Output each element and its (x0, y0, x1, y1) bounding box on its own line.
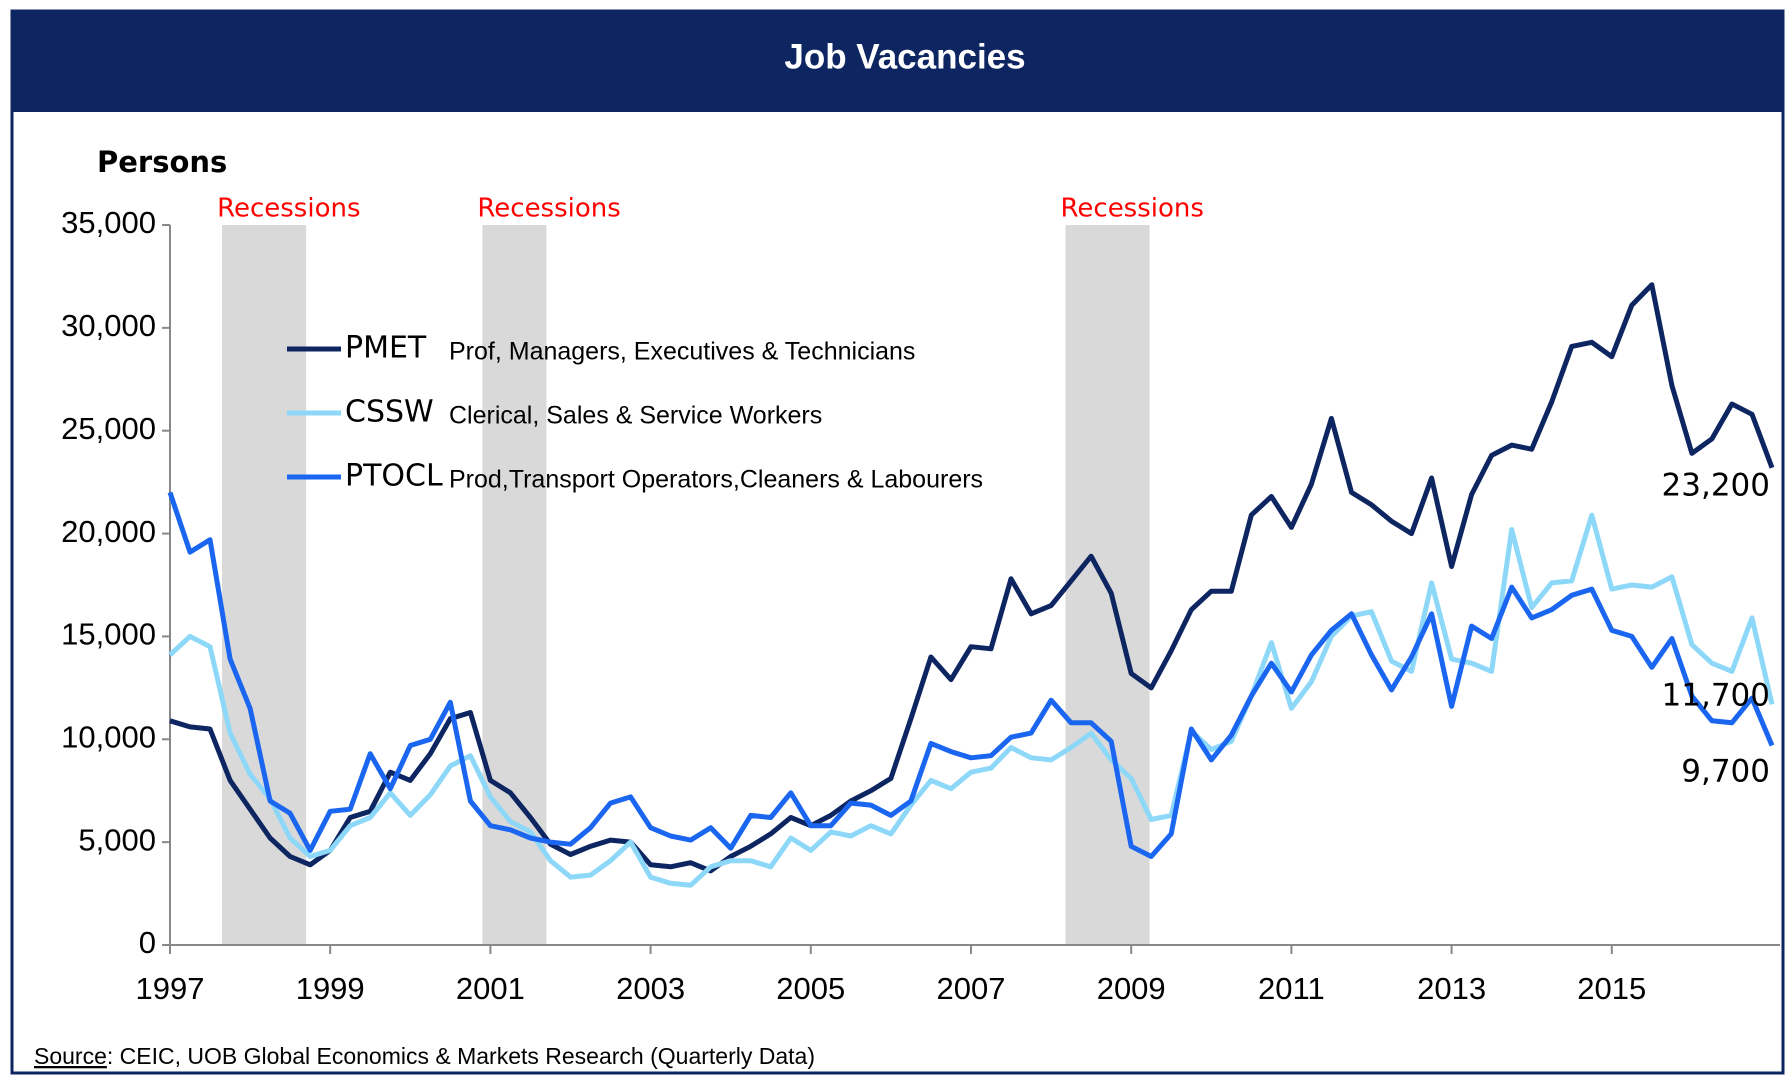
x-tick-label: 2001 (456, 971, 525, 1006)
x-tick-label: 1999 (296, 971, 365, 1006)
end-value-label: 11,700 (1662, 678, 1770, 714)
y-tick-label: 15,000 (61, 617, 156, 652)
y-tick-label: 20,000 (61, 514, 156, 549)
legend-description: Prof, Managers, Executives & Technicians (449, 338, 915, 366)
x-tick-label: 2015 (1577, 971, 1646, 1006)
end-value-label: 9,700 (1681, 754, 1770, 790)
legend-label: PTOCL (345, 459, 443, 494)
recession-label: Recessions (217, 194, 360, 224)
series-line (167, 491, 1775, 859)
source-text: : CEIC, UOB Global Economics & Markets R… (107, 1043, 815, 1069)
x-tick-label: 2005 (776, 971, 845, 1006)
legend-label: CSSW (345, 395, 434, 430)
x-tick-label: 2011 (1258, 971, 1325, 1006)
series-line (169, 282, 1775, 874)
recession-band (222, 225, 307, 945)
legend-label: PMET (345, 331, 427, 366)
end-value-label: 23,200 (1662, 468, 1770, 504)
x-tick-label: 1997 (136, 971, 205, 1006)
chart-title: Job Vacancies (784, 37, 1025, 76)
x-tick-label: 2013 (1417, 971, 1486, 1006)
y-tick-label: 5,000 (78, 822, 156, 857)
frame (10, 9, 1785, 1075)
y-tick-label: 10,000 (61, 719, 156, 754)
legend-description: Clerical, Sales & Service Workers (449, 402, 822, 430)
title-banner (12, 11, 1783, 112)
source: Source: CEIC, UOB Global Economics & Mar… (34, 1043, 815, 1069)
y-axis-label: Persons (97, 145, 227, 179)
y-tick-label: 35,000 (61, 205, 156, 240)
legend-description: Prod,Transport Operators,Cleaners & Labo… (449, 466, 983, 494)
y-tick-label: 30,000 (61, 308, 156, 343)
recession-label: Recessions (477, 194, 620, 224)
y-tick-label: 0 (139, 925, 156, 960)
recession-label: Recessions (1061, 194, 1204, 224)
x-tick-label: 2003 (616, 971, 685, 1006)
y-tick-label: 25,000 (61, 411, 156, 446)
x-tick-label: 2009 (1097, 971, 1166, 1006)
source-label: Source (34, 1043, 107, 1069)
series-line (168, 512, 1775, 888)
x-tick-label: 2007 (937, 971, 1006, 1006)
